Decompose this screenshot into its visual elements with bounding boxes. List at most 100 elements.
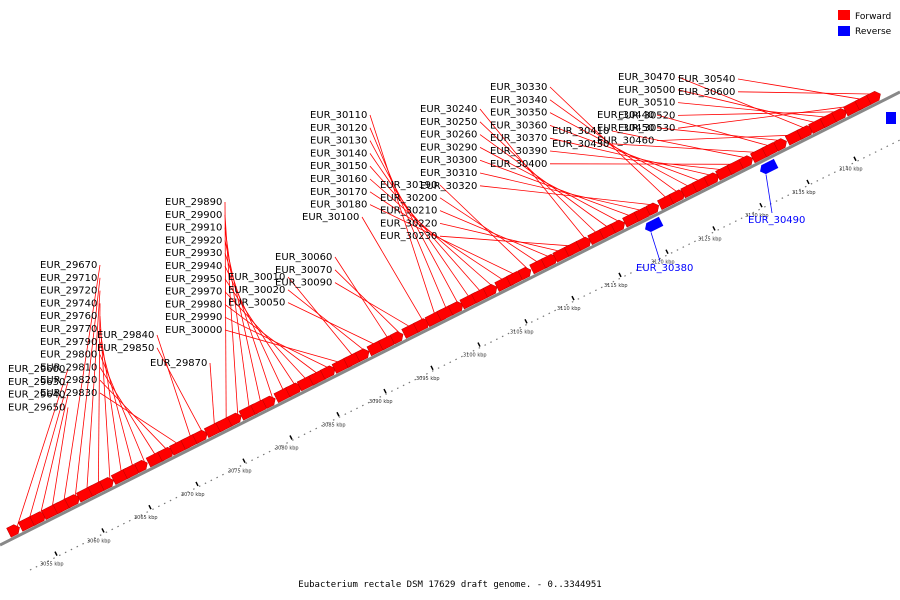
gene-label: EUR_29940 [165, 261, 222, 272]
gene-label: EUR_30160 [310, 174, 367, 185]
gene-label: EUR_29650 [8, 402, 65, 413]
gene-label: EUR_30330 [490, 82, 547, 93]
forward-gene-arrow [738, 155, 753, 169]
gene-label: EUR_30600 [678, 87, 735, 98]
leader-line [209, 362, 215, 428]
leader-line [224, 240, 262, 405]
leader-line [334, 282, 413, 329]
gene-label: EUR_29970 [165, 287, 222, 298]
leader-line-reverse [650, 232, 661, 262]
gene-label: EUR_29760 [40, 311, 97, 322]
ruler-tick-label: 3095 kbp [416, 376, 440, 382]
gene-label: EUR_30390 [490, 146, 547, 157]
leader-line [656, 114, 773, 148]
leader-line [677, 89, 819, 124]
gene-label: EUR_30530 [618, 123, 675, 134]
forward-gene-arrow [831, 108, 847, 123]
gene-label: EUR_29910 [165, 223, 222, 234]
ruler-tick-label: 3075 kbp [228, 469, 252, 475]
ruler-tick-label: 3100 kbp [463, 353, 487, 359]
ruler-tick-label: 3060 kbp [87, 538, 111, 544]
legend-forward-label: Forward [855, 12, 891, 22]
leader-line [656, 134, 796, 141]
forward-gene-shape [703, 172, 719, 187]
ruler-tick-label: 3120 kbp [651, 260, 675, 266]
forward-gene-arrow [227, 412, 242, 427]
leader-line [51, 407, 69, 510]
gene-label: EUR_29870 [150, 358, 207, 369]
forward-gene-shape [866, 91, 881, 105]
backbone-line [0, 90, 900, 547]
leader-line [439, 197, 541, 265]
ruler-tick [618, 272, 622, 278]
reverse-gene-arrow [760, 158, 779, 175]
leader-line [479, 172, 645, 212]
legend-forward-swatch [838, 10, 850, 20]
forward-gene-shape [6, 524, 20, 538]
leader-line [224, 278, 297, 387]
legend-reverse-label: Reverse [855, 27, 892, 37]
gene-label: EUR_29890 [165, 197, 222, 208]
ruler-tick [430, 365, 434, 371]
ruler-tick [759, 202, 763, 208]
leader-line [611, 143, 761, 153]
leader-line [361, 216, 425, 323]
forward-gene-shape [645, 202, 660, 216]
leader-line [97, 303, 101, 487]
ruler-tick [712, 226, 716, 231]
reverse-gene-shape [645, 216, 664, 233]
leader-line [99, 341, 134, 469]
ruler-tick-label: 3135 kbp [792, 190, 816, 196]
leader-line [479, 147, 622, 224]
gene-label: EUR_29790 [40, 337, 97, 348]
gene-label: EUR_29670 [40, 260, 97, 271]
leader-line [439, 210, 552, 259]
forward-gene-shape [447, 301, 464, 316]
forward-gene-arrow [610, 219, 626, 234]
ruler-tick [665, 249, 669, 254]
gene-label: EUR_30240 [420, 104, 477, 115]
leader-line [99, 367, 157, 457]
forward-gene-arrow [703, 172, 719, 187]
forward-gene-arrow [320, 365, 336, 380]
forward-gene-shape [320, 365, 336, 380]
ruler-tick-label: 3070 kbp [181, 492, 205, 498]
gene-label: EUR_30090 [275, 278, 332, 289]
ruler-tick [806, 179, 810, 185]
gene-label: EUR_30500 [618, 85, 675, 96]
forward-gene-arrow [447, 301, 464, 316]
gene-label: EUR_30210 [380, 206, 437, 217]
leader-line [224, 304, 320, 376]
gene-label: EUR_30060 [275, 252, 332, 263]
leader-line [677, 102, 831, 118]
ruler-tick-label: 3105 kbp [510, 329, 534, 335]
gene-label: EUR_29740 [40, 298, 97, 309]
forward-gene-shape [354, 348, 370, 363]
gene-label: EUR_29640 [8, 390, 65, 401]
forward-gene-shape [261, 395, 276, 409]
reverse-gene-shape [760, 158, 779, 175]
gene-label: EUR_30140 [310, 148, 367, 159]
leader-line [479, 121, 599, 235]
leader-line [369, 140, 459, 305]
leader-line [224, 265, 285, 393]
ruler-tick-label: 3055 kbp [40, 562, 64, 568]
gene-label: EUR_30230 [380, 231, 437, 242]
gene-label: EUR_30410 [552, 126, 609, 137]
leader-line [369, 127, 448, 311]
gene-label: EUR_29800 [40, 350, 97, 361]
gene-label: EUR_29600 [8, 364, 65, 375]
leader-line [549, 125, 703, 183]
gene-label: EUR_30220 [380, 218, 437, 229]
gene-label: EUR_30320 [420, 181, 477, 192]
leader-line [369, 153, 471, 300]
reverse-gene-label: EUR_30380 [636, 263, 693, 274]
gene-label: EUR_30050 [228, 298, 285, 309]
gene-label: EUR_30400 [490, 159, 547, 170]
leader-line [737, 91, 878, 95]
forward-gene-arrow [866, 91, 881, 105]
leader-line [677, 76, 808, 130]
gene-label: EUR_30150 [310, 161, 367, 172]
gene-label: EUR_29950 [165, 274, 222, 285]
